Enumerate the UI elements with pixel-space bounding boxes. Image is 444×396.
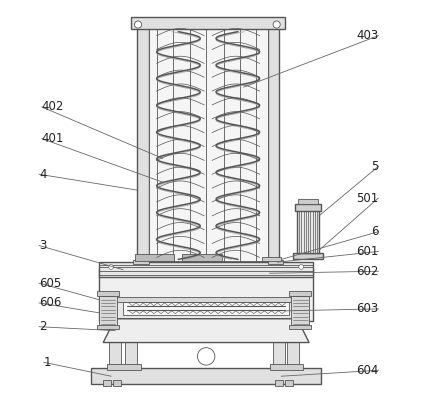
Circle shape: [299, 265, 304, 269]
Bar: [275, 380, 283, 386]
Bar: [113, 380, 121, 386]
Text: 401: 401: [42, 132, 64, 145]
Text: 604: 604: [356, 364, 378, 377]
Bar: [291, 293, 309, 327]
Bar: [109, 321, 121, 368]
Circle shape: [135, 21, 142, 28]
Bar: [149, 29, 268, 261]
Text: 402: 402: [42, 101, 64, 113]
Bar: [137, 27, 149, 262]
Text: 2: 2: [39, 320, 47, 333]
Text: 6: 6: [371, 225, 378, 238]
Text: 605: 605: [39, 277, 61, 289]
Bar: [289, 325, 311, 329]
Text: 3: 3: [39, 239, 47, 252]
Bar: [285, 380, 293, 386]
Bar: [293, 253, 323, 259]
Bar: [270, 364, 303, 370]
Bar: [103, 380, 111, 386]
Text: 606: 606: [39, 297, 61, 309]
Circle shape: [198, 348, 215, 365]
Text: 1: 1: [44, 356, 52, 369]
Text: 601: 601: [356, 245, 378, 258]
Bar: [99, 269, 313, 321]
Bar: [97, 291, 119, 296]
Polygon shape: [107, 299, 305, 319]
Bar: [131, 17, 285, 29]
Bar: [99, 293, 117, 327]
Bar: [182, 254, 222, 261]
Bar: [268, 260, 283, 264]
Text: 603: 603: [356, 303, 378, 315]
Bar: [91, 368, 321, 384]
Bar: [111, 297, 301, 302]
Bar: [289, 291, 311, 296]
Polygon shape: [103, 319, 309, 343]
Text: 602: 602: [356, 265, 378, 278]
Text: 403: 403: [356, 29, 378, 42]
Text: 4: 4: [39, 168, 47, 181]
Text: 501: 501: [356, 192, 378, 204]
Bar: [262, 257, 281, 261]
Circle shape: [109, 265, 114, 269]
Bar: [295, 204, 321, 211]
Bar: [125, 321, 137, 368]
Bar: [287, 321, 299, 368]
Text: 5: 5: [371, 160, 378, 173]
Bar: [268, 27, 279, 262]
Bar: [97, 325, 119, 329]
Bar: [297, 210, 319, 253]
Bar: [99, 262, 313, 277]
Bar: [298, 199, 318, 204]
Bar: [107, 364, 141, 370]
Bar: [135, 254, 174, 261]
Bar: [274, 321, 285, 368]
Circle shape: [273, 21, 280, 28]
Bar: [123, 302, 289, 315]
Bar: [133, 260, 149, 264]
